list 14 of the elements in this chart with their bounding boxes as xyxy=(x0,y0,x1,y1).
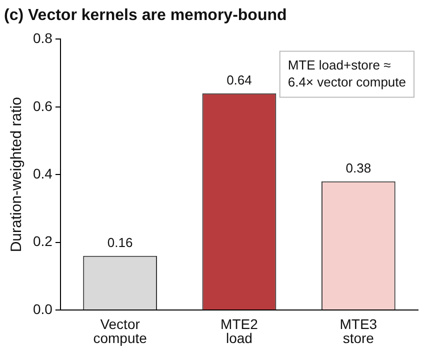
y-tick-label: 0.6 xyxy=(32,98,53,114)
annotation: MTE load+store ≈ 6.4× vector compute xyxy=(288,57,406,90)
data-label: 0.16 xyxy=(107,234,133,250)
chart-title: (c) Vector kernels are memory-bound xyxy=(4,7,287,24)
x-tick-label: Vector compute xyxy=(93,316,148,346)
y-axis-title: Duration-weighted ratio xyxy=(8,97,26,252)
data-label: 0.38 xyxy=(346,160,372,176)
y-tick-label: 0.2 xyxy=(32,233,53,250)
y-tick-label: 0.8 xyxy=(32,30,53,46)
x-tick-label: MTE3 store xyxy=(340,316,378,346)
x-tick-label: MTE2 load xyxy=(220,316,258,346)
y-tick-label: 0.4 xyxy=(32,165,53,182)
y-tick-label: 0.0 xyxy=(32,300,53,317)
data-label: 0.64 xyxy=(226,72,252,88)
